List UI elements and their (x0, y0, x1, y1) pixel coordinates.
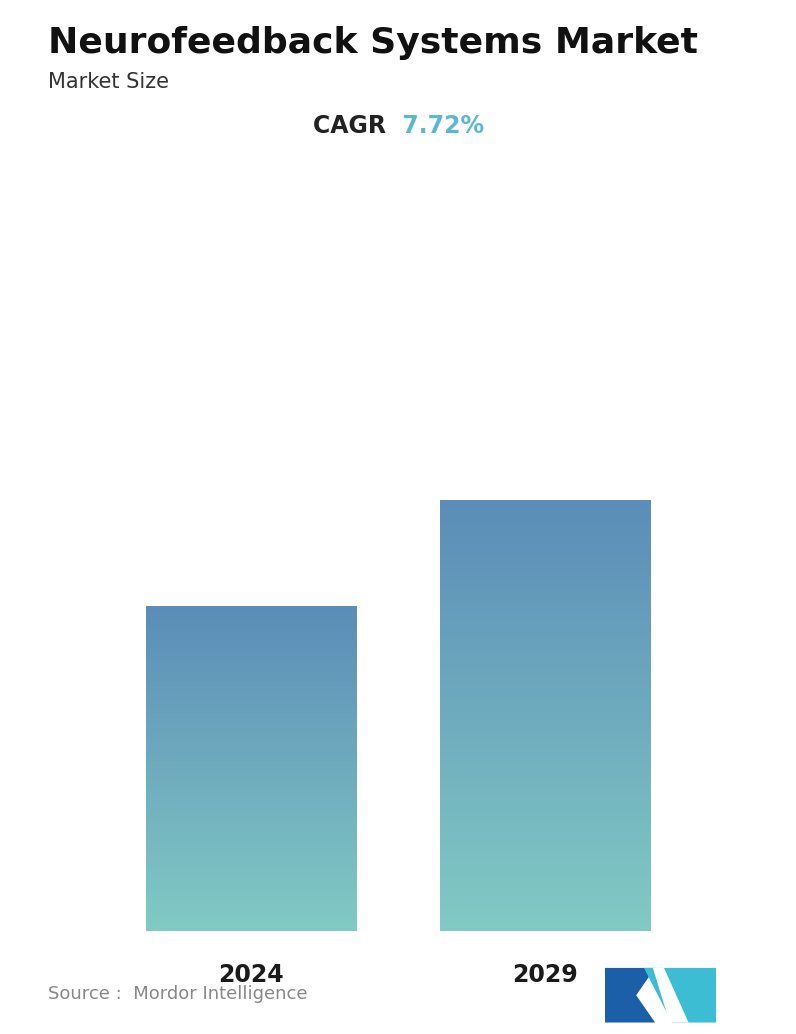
Polygon shape (605, 968, 655, 1023)
Text: Market Size: Market Size (48, 72, 169, 92)
Text: Source :  Mordor Intelligence: Source : Mordor Intelligence (48, 985, 307, 1003)
Text: 7.72%: 7.72% (394, 114, 484, 138)
Polygon shape (653, 968, 689, 1023)
Text: CAGR: CAGR (313, 114, 394, 138)
Text: 2029: 2029 (512, 963, 578, 987)
Text: 2024: 2024 (218, 963, 283, 987)
Polygon shape (644, 968, 716, 1023)
Text: Neurofeedback Systems Market: Neurofeedback Systems Market (48, 26, 698, 60)
